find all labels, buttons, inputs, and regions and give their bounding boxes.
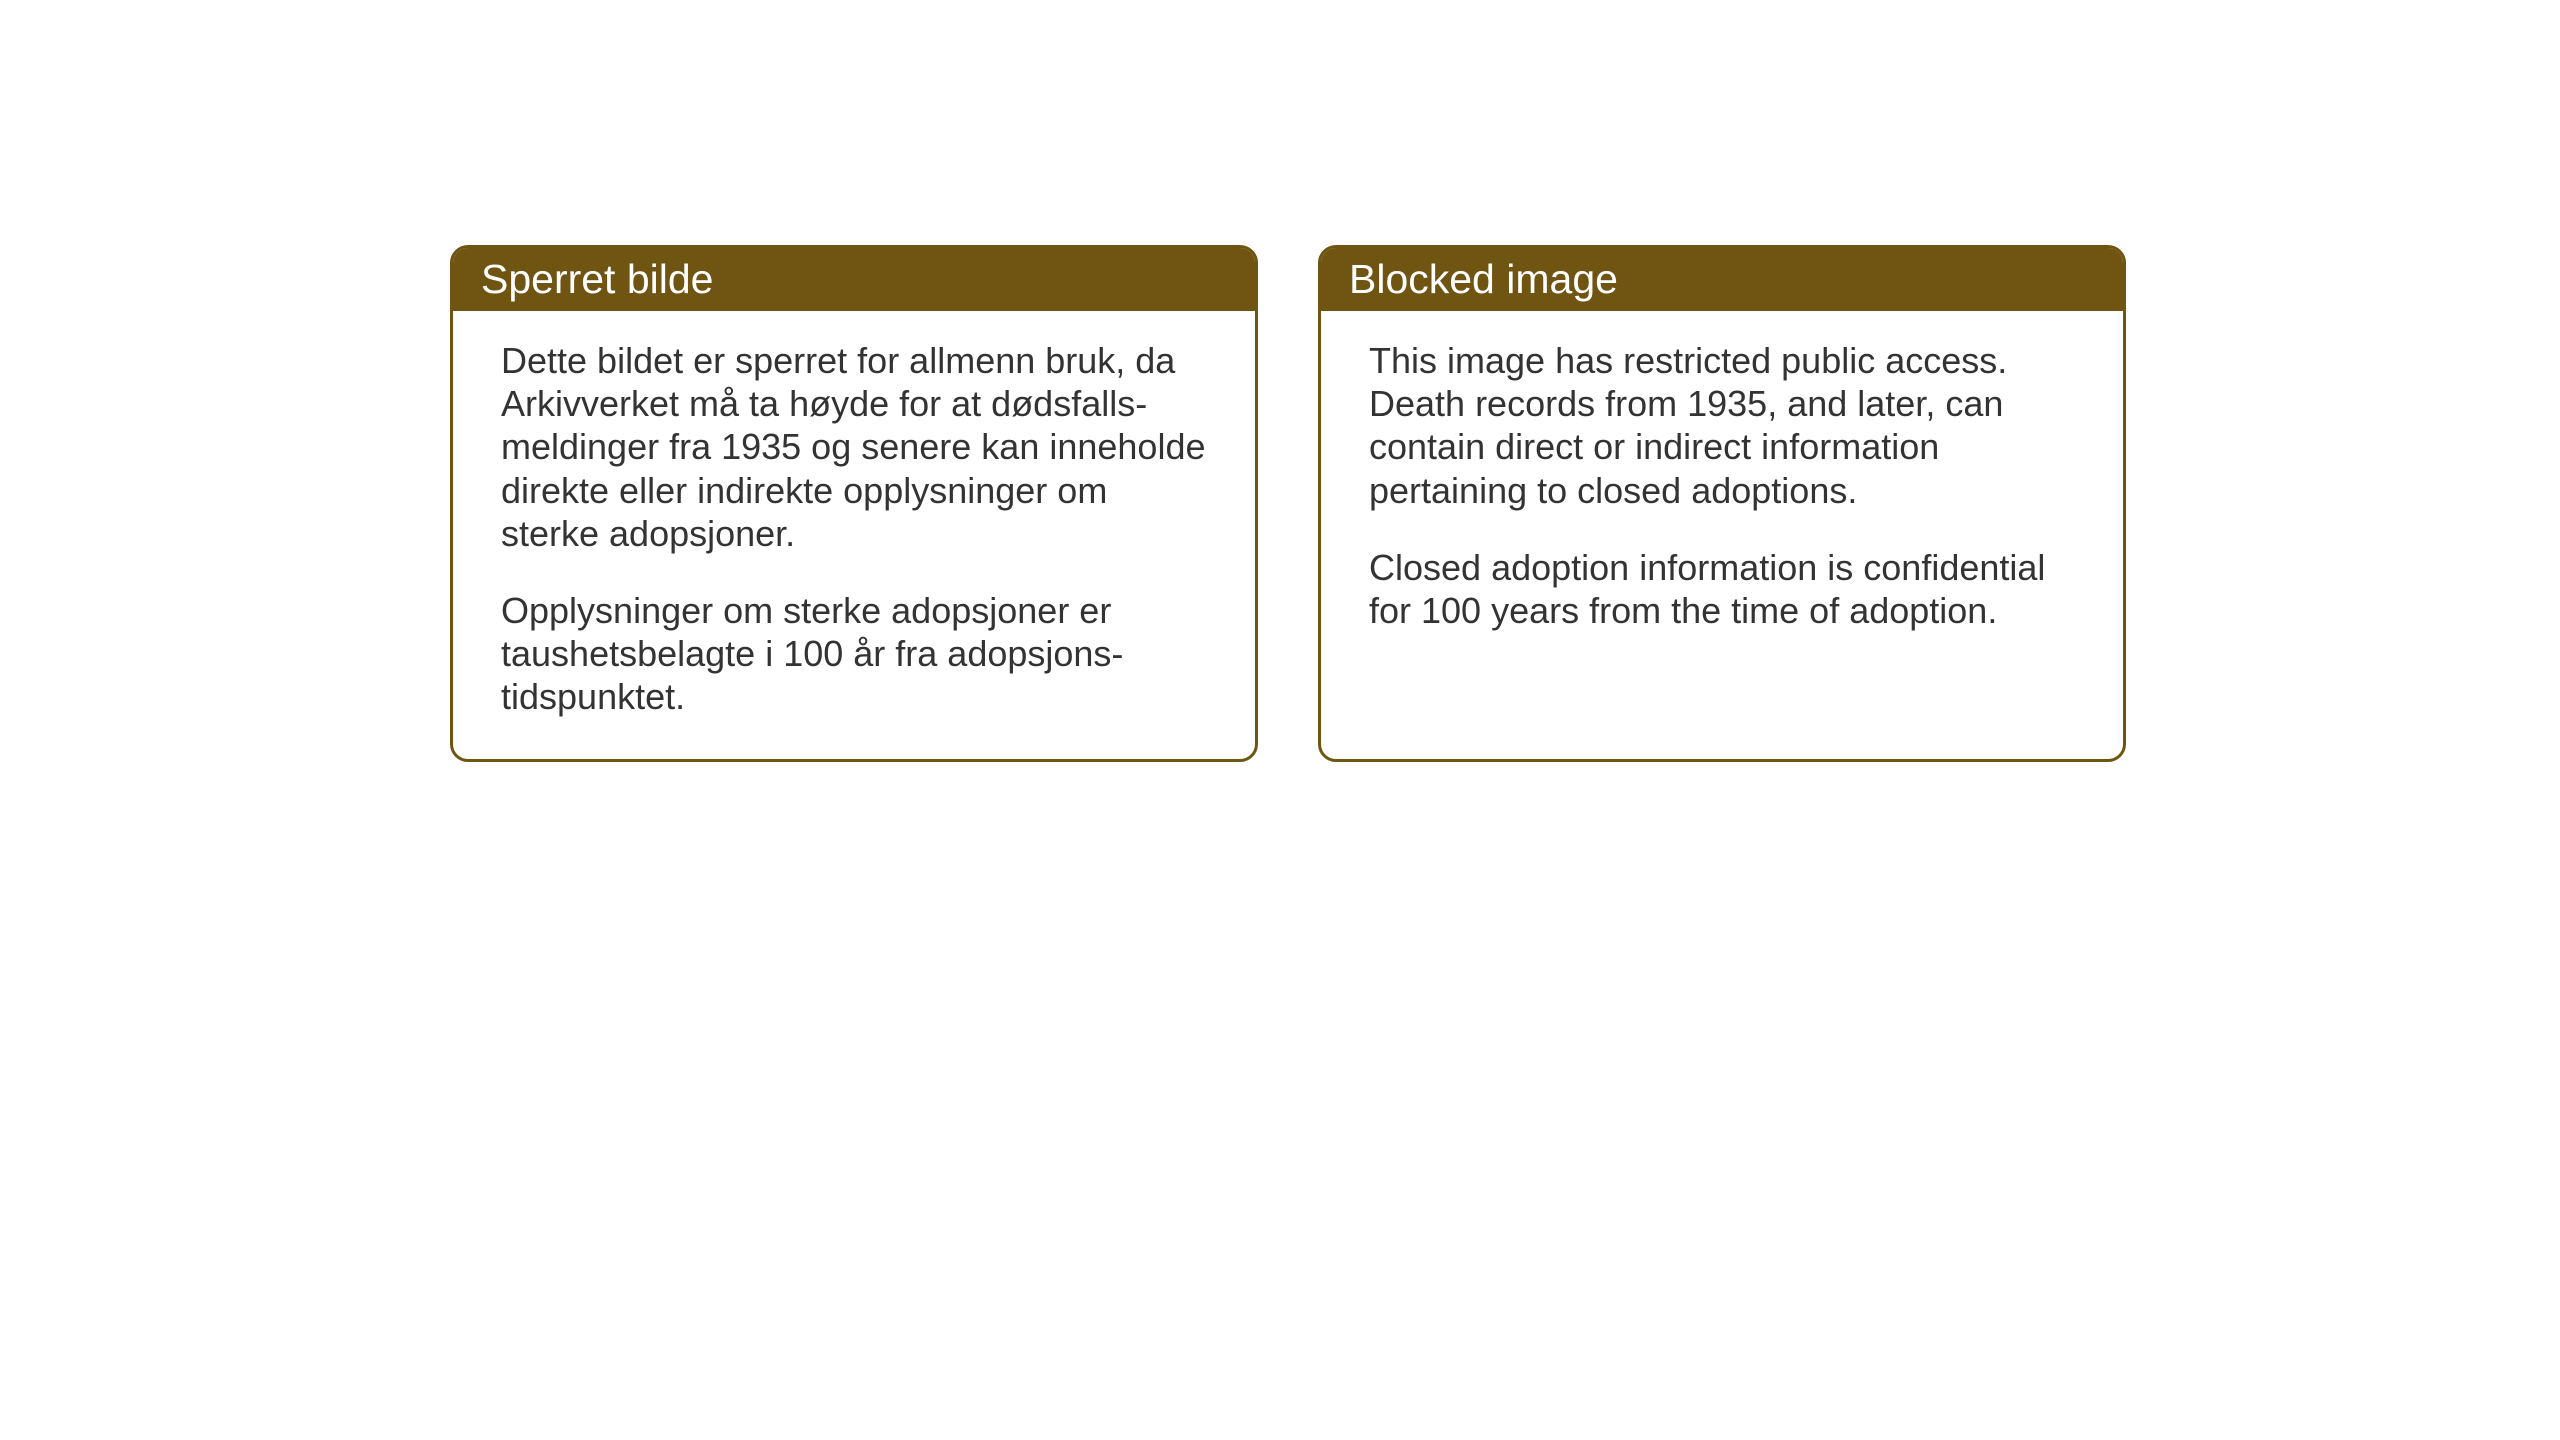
card-body-norwegian: Dette bildet er sperret for allmenn bruk…	[453, 311, 1255, 759]
paragraph-2-norwegian: Opplysninger om sterke adopsjoner er tau…	[501, 589, 1207, 719]
paragraph-2-english: Closed adoption information is confident…	[1369, 546, 2075, 632]
card-title-norwegian: Sperret bilde	[481, 256, 713, 302]
blocked-image-card-english: Blocked image This image has restricted …	[1318, 245, 2126, 762]
paragraph-1-norwegian: Dette bildet er sperret for allmenn bruk…	[501, 339, 1207, 555]
card-title-english: Blocked image	[1349, 256, 1618, 302]
card-header-norwegian: Sperret bilde	[453, 248, 1255, 311]
card-header-english: Blocked image	[1321, 248, 2123, 311]
cards-container: Sperret bilde Dette bildet er sperret fo…	[0, 0, 2560, 762]
paragraph-1-english: This image has restricted public access.…	[1369, 339, 2075, 512]
blocked-image-card-norwegian: Sperret bilde Dette bildet er sperret fo…	[450, 245, 1258, 762]
card-body-english: This image has restricted public access.…	[1321, 311, 2123, 672]
